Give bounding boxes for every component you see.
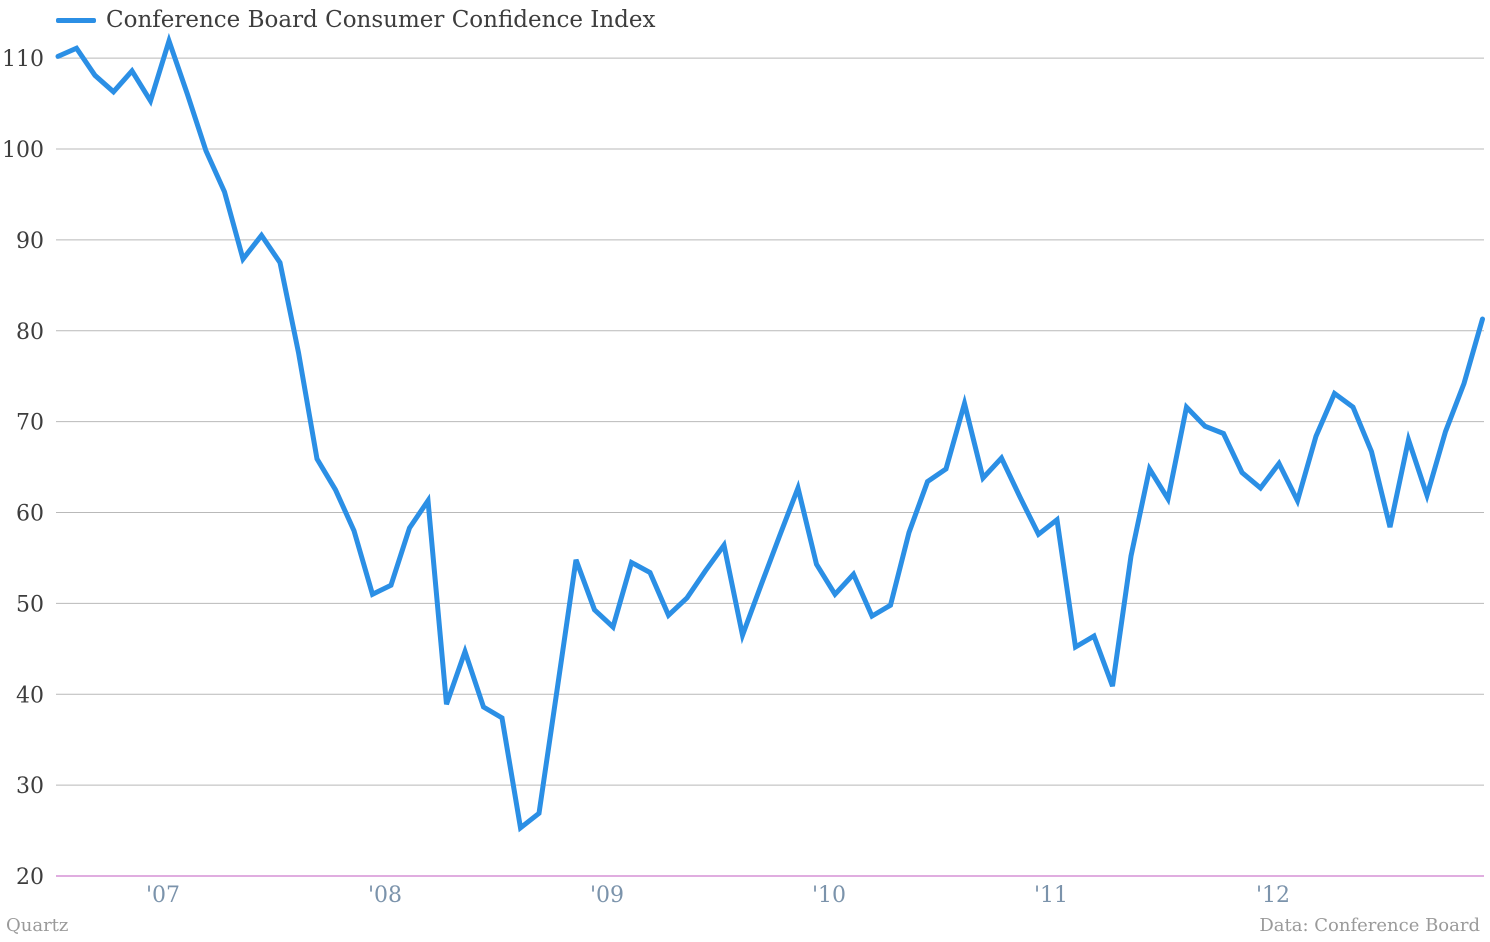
y-tick-label: 30 — [16, 774, 44, 799]
y-tick-label: 110 — [2, 47, 44, 72]
x-axis-ticks: '07 '08 '09 '10 '11 '12 — [146, 883, 1290, 908]
x-tick-label: '09 — [590, 883, 624, 908]
y-tick-label: 60 — [16, 502, 44, 527]
x-tick-label: '07 — [146, 883, 180, 908]
legend-label: Conference Board Consumer Confidence Ind… — [106, 7, 656, 33]
legend: Conference Board Consumer Confidence Ind… — [56, 4, 655, 36]
x-tick-label: '11 — [1034, 883, 1068, 908]
y-tick-label: 70 — [16, 411, 44, 436]
series-line — [55, 32, 1485, 833]
credit-label: Quartz — [6, 915, 69, 936]
series-layer — [55, 32, 1485, 833]
legend-swatch — [56, 17, 96, 23]
gridlines — [56, 57, 1484, 877]
x-tick-label: '08 — [368, 883, 402, 908]
y-tick-label: 40 — [16, 683, 44, 708]
y-tick-label: 100 — [2, 138, 44, 163]
x-tick-label: '12 — [1256, 883, 1290, 908]
x-tick-label: '10 — [812, 883, 846, 908]
y-tick-label: 20 — [16, 865, 44, 890]
y-axis-ticks: 20 30 40 50 60 70 80 90 100 110 — [2, 47, 44, 890]
y-tick-label: 50 — [16, 592, 44, 617]
source-label: Data: Conference Board — [1259, 915, 1480, 936]
y-tick-label: 90 — [16, 229, 44, 254]
y-tick-label: 80 — [16, 320, 44, 345]
